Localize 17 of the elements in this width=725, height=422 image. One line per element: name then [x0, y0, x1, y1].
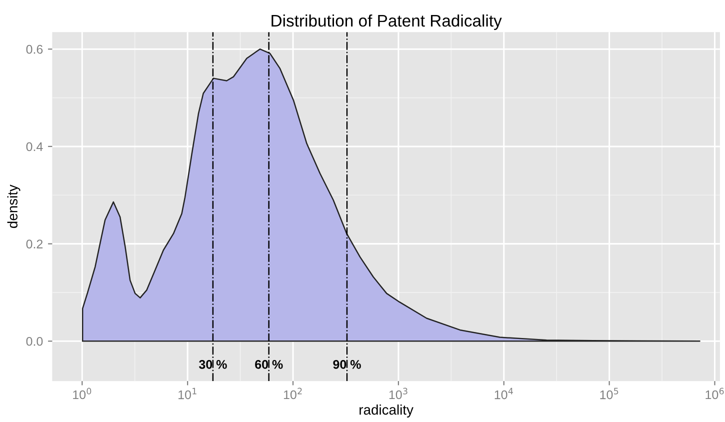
y-tick-label: 0.6	[26, 44, 43, 54]
y-tick-label: 0.2	[26, 240, 43, 248]
x-tick-label: 10$^{0}$	[73, 388, 92, 400]
x-tick-label: 10$^{6}$	[706, 388, 724, 400]
annotation: 90 %	[333, 360, 361, 369]
chart-title: Distribution of Patent Radicality	[272, 14, 502, 30]
x-tick-label: 10$^{2}$	[284, 388, 302, 400]
x-tick-label: 10$^{4}$	[494, 388, 513, 400]
x-tick-label: 10$^{3}$	[389, 388, 408, 400]
annotation: 60 %	[255, 360, 283, 369]
y-tick-label: 0.0	[26, 336, 43, 346]
y-tick-label: 0.4	[26, 142, 43, 152]
annotation: 30 %	[198, 360, 227, 369]
x-tick-label: 10$^{5}$	[600, 388, 618, 400]
x-tick-label: 10$^{1}$	[178, 388, 196, 400]
x-axis-title: radicality	[360, 404, 414, 418]
y-axis-title: density	[7, 184, 20, 228]
